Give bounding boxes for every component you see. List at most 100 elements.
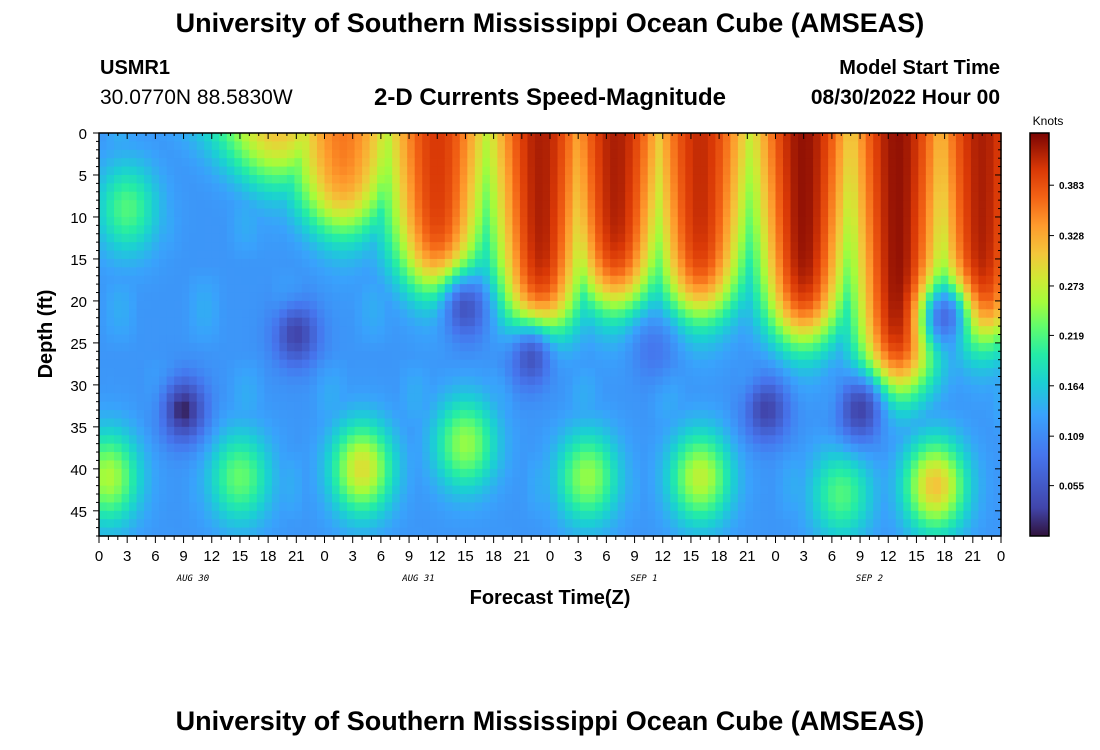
heatmap-cell bbox=[189, 208, 198, 218]
heatmap-cell bbox=[249, 174, 258, 184]
heatmap-cell bbox=[647, 309, 656, 319]
heatmap-cell bbox=[895, 225, 904, 235]
heatmap-cell bbox=[595, 384, 604, 394]
heatmap-cell bbox=[752, 401, 762, 411]
heatmap-cell bbox=[737, 376, 747, 386]
heatmap-cell bbox=[677, 359, 686, 369]
heatmap-cell bbox=[940, 309, 949, 319]
heatmap-cell bbox=[647, 317, 656, 327]
heatmap-cell bbox=[828, 334, 837, 344]
heatmap-cell bbox=[948, 443, 957, 453]
heatmap-cell bbox=[617, 477, 626, 487]
heatmap-cell bbox=[106, 443, 115, 453]
heatmap-cell bbox=[970, 242, 980, 252]
heatmap-cell bbox=[850, 284, 859, 294]
heatmap-cell bbox=[865, 401, 874, 411]
heatmap-cell bbox=[271, 300, 280, 310]
heatmap-cell bbox=[369, 208, 378, 218]
heatmap-cell bbox=[309, 225, 318, 235]
heatmap-cell bbox=[422, 376, 431, 386]
heatmap-cell bbox=[309, 309, 318, 319]
heatmap-cell bbox=[985, 191, 995, 201]
heatmap-cell bbox=[452, 275, 461, 285]
heatmap-cell bbox=[211, 426, 220, 436]
heatmap-cell bbox=[805, 368, 814, 378]
heatmap-cell bbox=[632, 200, 641, 210]
heatmap-cell bbox=[196, 460, 205, 470]
heatmap-cell bbox=[722, 200, 731, 210]
heatmap-cell bbox=[504, 233, 514, 243]
heatmap-cell bbox=[332, 158, 341, 168]
heatmap-cell bbox=[392, 141, 401, 151]
heatmap-cell bbox=[707, 300, 716, 310]
heatmap-cell bbox=[316, 284, 326, 294]
heatmap-cell bbox=[422, 351, 431, 361]
heatmap-cell bbox=[144, 317, 153, 327]
heatmap-cell bbox=[527, 183, 536, 193]
heatmap-cell bbox=[550, 477, 559, 487]
heatmap-cell bbox=[580, 292, 589, 302]
heatmap-cell bbox=[767, 368, 777, 378]
heatmap-cell bbox=[166, 317, 175, 327]
heatmap-cell bbox=[474, 133, 483, 142]
heatmap-cell bbox=[106, 258, 115, 268]
heatmap-cell bbox=[910, 166, 919, 176]
heatmap-cell bbox=[670, 158, 679, 168]
heatmap-cell bbox=[129, 258, 138, 268]
heatmap-cell bbox=[985, 183, 995, 193]
heatmap-cell bbox=[580, 368, 589, 378]
heatmap-cell bbox=[437, 267, 446, 277]
heatmap-cell bbox=[760, 216, 769, 226]
heatmap-cell bbox=[129, 477, 138, 487]
heatmap-cell bbox=[640, 233, 649, 243]
heatmap-cell bbox=[587, 384, 596, 394]
heatmap-cell bbox=[677, 275, 686, 285]
heatmap-cell bbox=[692, 401, 701, 411]
heatmap-cell bbox=[828, 225, 837, 235]
heatmap-cell bbox=[422, 452, 431, 462]
heatmap-cell bbox=[647, 326, 656, 336]
heatmap-cell bbox=[640, 410, 649, 420]
heatmap-cell bbox=[903, 233, 912, 243]
heatmap-cell bbox=[467, 166, 476, 176]
heatmap-cell bbox=[332, 452, 341, 462]
heatmap-cell bbox=[640, 309, 649, 319]
heatmap-cell bbox=[437, 443, 446, 453]
heatmap-cell bbox=[572, 309, 581, 319]
heatmap-cell bbox=[264, 435, 273, 445]
heatmap-cell bbox=[565, 250, 574, 260]
heatmap-cell bbox=[955, 141, 965, 151]
heatmap-cell bbox=[587, 410, 596, 420]
heatmap-cell bbox=[286, 158, 296, 168]
heatmap-cell bbox=[790, 166, 799, 176]
heatmap-cell bbox=[136, 342, 145, 352]
heatmap-cell bbox=[910, 258, 919, 268]
heatmap-cell bbox=[467, 342, 476, 352]
heatmap-cell bbox=[377, 233, 386, 243]
heatmap-cell bbox=[474, 452, 483, 462]
heatmap-cell bbox=[189, 317, 198, 327]
heatmap-cell bbox=[873, 149, 882, 159]
heatmap-cell bbox=[700, 368, 709, 378]
heatmap-cell bbox=[647, 166, 656, 176]
heatmap-cell bbox=[204, 191, 213, 201]
heatmap-cell bbox=[211, 216, 220, 226]
heatmap-cell bbox=[211, 351, 220, 361]
heatmap-cell bbox=[234, 174, 243, 184]
heatmap-cell bbox=[948, 258, 957, 268]
heatmap-cell bbox=[151, 292, 160, 302]
heatmap-cell bbox=[775, 384, 784, 394]
heatmap-cell bbox=[655, 208, 664, 218]
heatmap-cell bbox=[159, 477, 168, 487]
heatmap-cell bbox=[332, 342, 341, 352]
heatmap-cell bbox=[392, 368, 401, 378]
heatmap-cell bbox=[249, 426, 258, 436]
heatmap-cell bbox=[978, 393, 987, 403]
heatmap-cell bbox=[437, 452, 446, 462]
heatmap-cell bbox=[226, 468, 235, 478]
heatmap-cell bbox=[324, 342, 333, 352]
heatmap-cell bbox=[459, 166, 468, 176]
heatmap-cell bbox=[241, 133, 250, 142]
heatmap-cell bbox=[775, 275, 784, 285]
heatmap-cell bbox=[347, 225, 356, 235]
